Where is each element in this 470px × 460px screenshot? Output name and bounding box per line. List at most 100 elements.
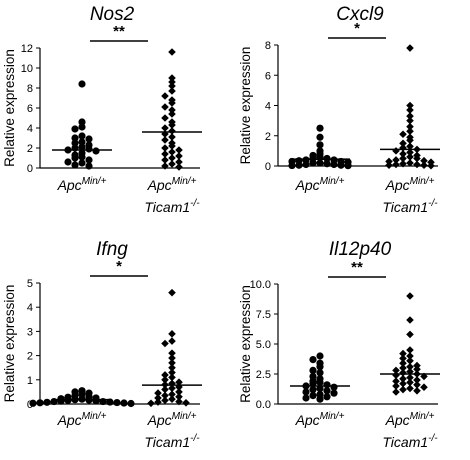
data-point [154,398,162,406]
data-point [316,133,324,141]
data-point [168,337,176,345]
y-tick-label: 10.0 [250,279,271,291]
data-point [161,162,169,170]
data-point [161,114,169,122]
data-point [316,124,324,132]
group-label: ApcMin/+ [385,411,435,428]
data-point [29,399,37,407]
data-point [168,110,176,118]
y-tick-label: 0.0 [256,399,271,411]
data-point [302,160,310,169]
data-point [406,330,414,339]
data-point [168,373,176,382]
data-point [392,156,400,164]
data-point [316,159,324,167]
data-point [71,139,79,147]
data-point [175,163,183,171]
data-point [175,392,183,401]
data-point [71,134,79,142]
data-point [330,389,338,397]
data-point [168,349,176,357]
data-point [147,399,155,408]
data-point [36,399,44,407]
data-point [168,142,176,150]
y-tick-label: 5.0 [256,339,271,351]
data-point [399,359,407,367]
data-point [399,130,407,139]
data-point [323,393,331,401]
data-point [85,145,93,153]
data-point [399,379,407,388]
data-point [182,398,190,407]
data-point [399,154,407,163]
data-point [406,142,414,151]
data-point [78,153,86,161]
y-tick-label: 4 [265,101,271,113]
data-point [385,161,393,170]
y-tick-label: 2 [27,143,33,155]
data-point [406,116,414,125]
significance-label: * [116,258,122,275]
significance-label: * [354,20,360,37]
data-point [406,112,414,120]
data-point [161,144,169,152]
data-point [406,106,414,114]
data-point [175,397,183,406]
data-point [302,388,310,396]
data-point [413,387,421,395]
y-tick-label: 5 [27,278,33,290]
data-point [78,132,86,140]
data-point [161,103,169,111]
data-point [420,156,428,165]
data-point [316,395,324,403]
chart-title: Il12p40 [329,239,392,260]
significance-label: ** [351,259,363,276]
data-point [406,44,414,52]
data-point [168,148,176,156]
data-point [78,80,86,88]
data-point [420,161,428,170]
data-point [295,161,303,169]
data-point [399,369,407,377]
data-point [168,384,176,393]
y-tick-label: 1 [27,375,33,387]
y-tick-label: 8 [265,40,271,52]
data-point [399,349,407,358]
group-label: ApcMin/+ [57,176,107,193]
y-tick-label: 8 [27,83,33,95]
data-point [406,148,414,157]
data-point [406,122,414,131]
data-point [161,150,169,158]
data-point [71,154,79,162]
data-point [413,376,421,384]
data-point [302,394,310,402]
y-tick-label: 7.5 [256,309,271,321]
data-point [316,352,324,360]
y-axis-label: Relative expression [238,285,253,403]
group-label-line2: Ticam1-/- [382,198,438,215]
group-label: ApcMin/+ [295,411,345,428]
y-axis-label: Relative expression [2,49,17,167]
data-point [175,146,183,154]
data-point [406,159,414,167]
data-point [399,150,407,158]
data-point [168,121,176,129]
data-point [78,143,86,151]
data-point [175,152,183,160]
data-point [316,369,324,377]
data-point [161,391,169,400]
data-point [399,385,407,394]
data-point [330,160,338,169]
group-label: ApcMin/+ [295,176,345,193]
data-point [406,357,414,365]
data-point [406,373,414,382]
group-label: ApcMin/+ [147,176,197,193]
data-point [85,135,93,143]
data-point [71,161,79,169]
chart-title: Cxcl9 [336,4,384,25]
y-tick-label: 4 [27,123,33,135]
data-point [309,366,317,374]
data-point [168,87,176,95]
